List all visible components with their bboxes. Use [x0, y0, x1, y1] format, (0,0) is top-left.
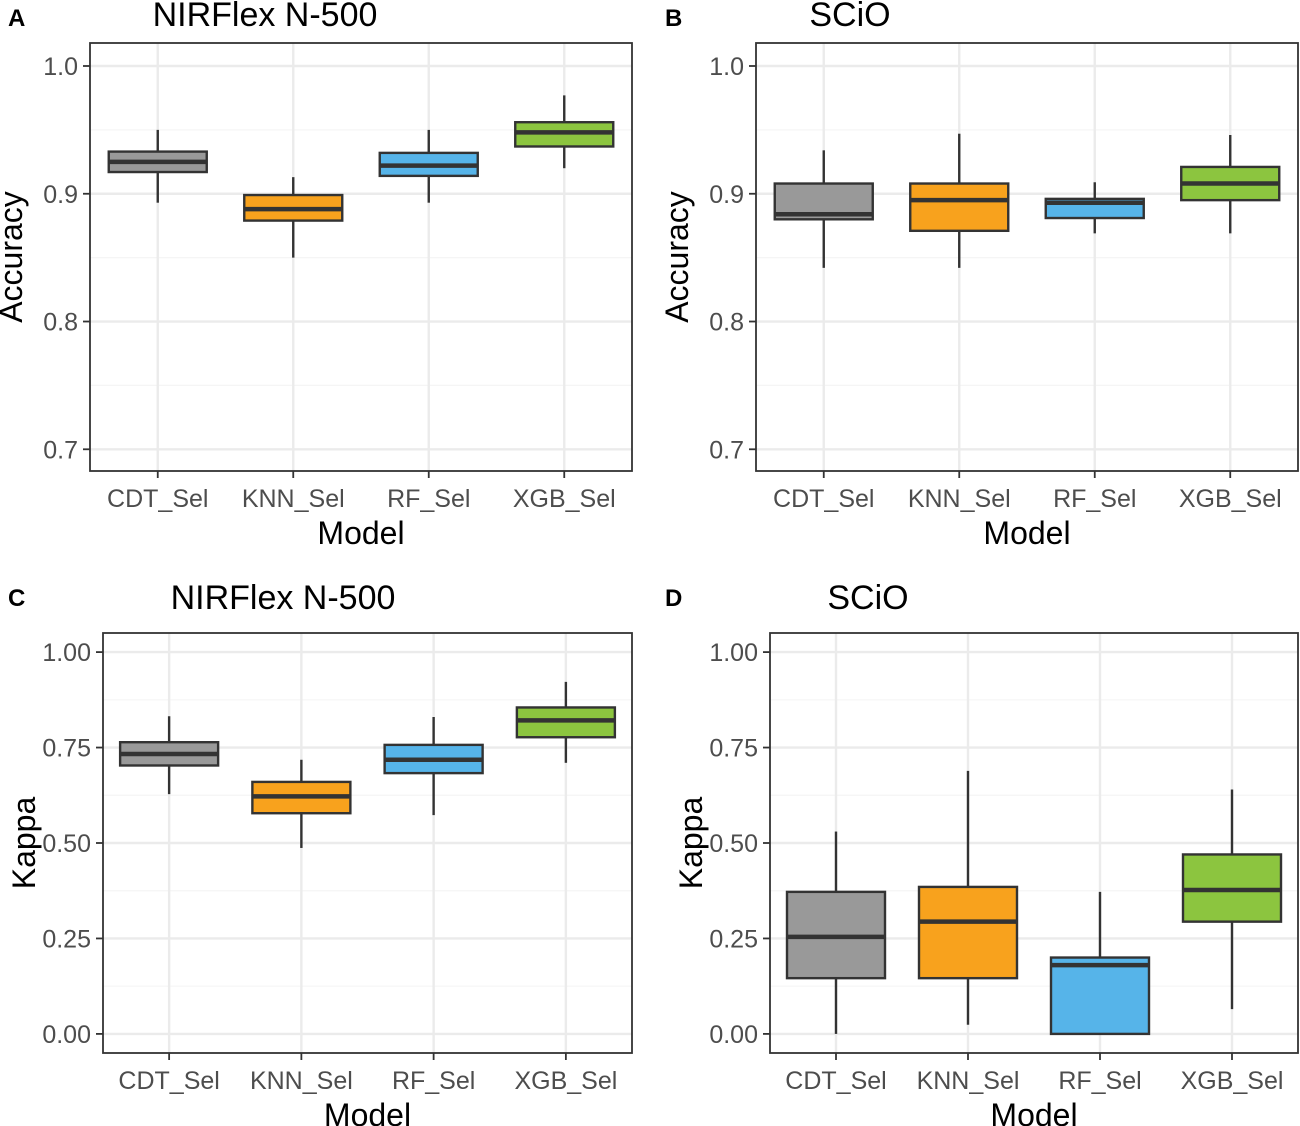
- x-tick-label: KNN_Sel: [250, 1067, 353, 1095]
- x-tick-label: CDT_Sel: [107, 485, 208, 513]
- box-xgb-sel: [515, 681, 617, 763]
- x-axis-title: Model: [990, 1097, 1077, 1126]
- x-tick-label: CDT_Sel: [773, 485, 874, 513]
- x-tick-label: XGB_Sel: [1181, 1067, 1284, 1095]
- panel-border: [89, 42, 633, 472]
- x-axis-title: Model: [324, 1097, 411, 1126]
- panel-d: D SCiO 0.00 0.25 0.50 0.75 1.00 CDT_Sel KNN_Sel R…: [665, 579, 1299, 1126]
- y-tick-label: 0.7: [43, 436, 78, 464]
- panel-a: A NIRFlex N-500 0.7 0.8 0.9 1.0 CDT_Sel KNN_Sel…: [0, 0, 633, 551]
- y-tick-label: 0.7: [709, 436, 744, 464]
- box-xgb-sel: [514, 95, 615, 169]
- box-cdt-sel: [107, 129, 208, 203]
- y-tick-label: 0.8: [709, 309, 744, 337]
- y-tick-label: 0.00: [42, 1021, 91, 1049]
- x-tick-label: CDT_Sel: [118, 1067, 219, 1095]
- box-knn-sel: [917, 770, 1019, 1025]
- y-axis-title: Accuracy: [659, 191, 695, 323]
- y-tick-label: 0.8: [43, 309, 78, 337]
- y-tick-label: 1.00: [709, 639, 758, 667]
- x-tick-label: KNN_Sel: [908, 485, 1011, 513]
- y-tick-label: 0.25: [709, 925, 758, 953]
- x-axis-title: Model: [983, 515, 1070, 551]
- box-knn-sel: [909, 133, 1010, 268]
- x-tick-label: RF_Sel: [392, 1067, 475, 1095]
- x-tick-label: KNN_Sel: [242, 485, 345, 513]
- panel-title: SCiO: [827, 579, 908, 617]
- x-tick-label: RF_Sel: [1053, 485, 1136, 513]
- box-iqr: [1049, 956, 1151, 1036]
- panel-letter: A: [8, 5, 25, 32]
- y-tick-label: 1.0: [709, 53, 744, 81]
- box-iqr: [917, 885, 1019, 980]
- panel-title: SCiO: [809, 0, 890, 34]
- box-xgb-sel: [1181, 789, 1283, 1010]
- box-rf-sel: [383, 717, 484, 816]
- y-tick-label: 0.9: [709, 181, 744, 209]
- y-axis-title: Kappa: [6, 797, 42, 890]
- x-tick-label: XGB_Sel: [514, 1067, 617, 1095]
- x-tick-label: KNN_Sel: [917, 1067, 1020, 1095]
- x-tick-label: XGB_Sel: [1179, 485, 1282, 513]
- box-rf-sel: [1049, 891, 1151, 1036]
- y-tick-label: 0.75: [42, 735, 91, 763]
- box-xgb-sel: [1180, 134, 1281, 234]
- x-tick-label: RF_Sel: [1058, 1067, 1141, 1095]
- x-tick-label: CDT_Sel: [785, 1067, 886, 1095]
- box-cdt-sel: [785, 831, 887, 1034]
- box-iqr: [909, 182, 1010, 233]
- y-tick-label: 0.75: [709, 735, 758, 763]
- x-tick-label: XGB_Sel: [513, 485, 616, 513]
- x-tick-label: RF_Sel: [387, 485, 470, 513]
- panel-border: [755, 42, 1299, 472]
- box-cdt-sel: [118, 716, 220, 795]
- panel-letter: B: [665, 5, 682, 32]
- box-rf-sel: [378, 129, 479, 203]
- panel-title: NIRFlex N-500: [153, 0, 378, 34]
- y-tick-label: 0.50: [709, 830, 758, 858]
- panel-letter: D: [665, 585, 682, 612]
- y-axis-title: Kappa: [673, 797, 709, 890]
- y-tick-label: 1.00: [42, 639, 91, 667]
- y-tick-label: 0.50: [42, 830, 91, 858]
- panel-title: NIRFlex N-500: [171, 579, 396, 617]
- panel-c: C NIRFlex N-500 0.00 0.25 0.50 0.75 1.00 CDT_Se…: [6, 579, 633, 1126]
- x-axis-title: Model: [317, 515, 404, 551]
- box-knn-sel: [243, 177, 344, 258]
- y-tick-label: 1.0: [43, 53, 78, 81]
- box-cdt-sel: [773, 150, 874, 268]
- y-tick-label: 0.00: [709, 1021, 758, 1049]
- panel-b: B SCiO 0.7 0.8 0.9 1.0 CDT_Sel KNN_Sel RF_Sel XGB…: [659, 0, 1299, 551]
- box-rf-sel: [1044, 182, 1145, 234]
- y-tick-label: 0.9: [43, 181, 78, 209]
- y-tick-label: 0.25: [42, 925, 91, 953]
- panel-letter: C: [8, 585, 25, 612]
- box-knn-sel: [251, 759, 352, 848]
- y-axis-title: Accuracy: [0, 191, 29, 323]
